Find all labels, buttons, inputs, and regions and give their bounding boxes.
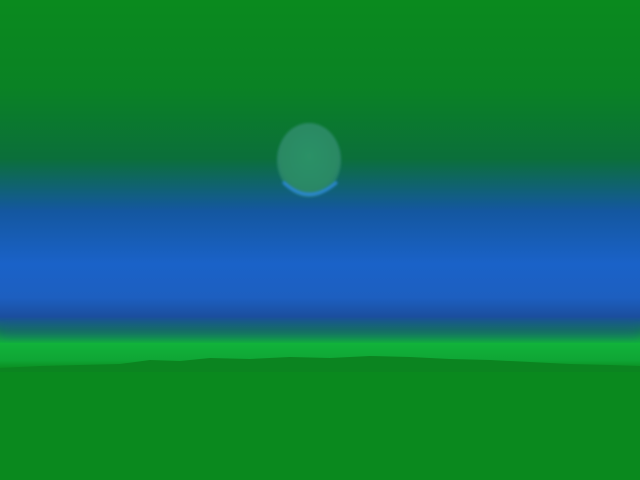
land-silhouette (0, 0, 640, 480)
landscape-scene (0, 0, 640, 480)
moon (277, 123, 341, 197)
